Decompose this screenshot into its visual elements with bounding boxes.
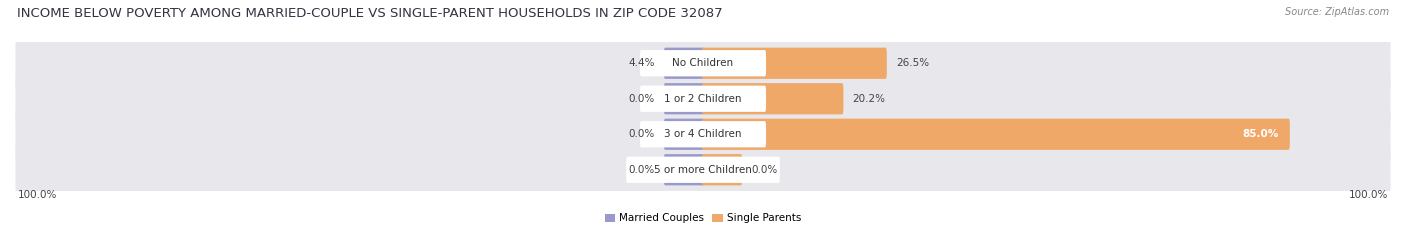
Text: 0.0%: 0.0% [751, 165, 778, 175]
Text: 85.0%: 85.0% [1241, 129, 1278, 139]
FancyBboxPatch shape [664, 83, 704, 114]
FancyBboxPatch shape [626, 157, 780, 183]
Text: 100.0%: 100.0% [17, 190, 56, 200]
Text: 26.5%: 26.5% [896, 58, 929, 68]
Text: 0.0%: 0.0% [628, 129, 655, 139]
FancyBboxPatch shape [640, 50, 766, 76]
FancyBboxPatch shape [664, 154, 704, 185]
Text: 20.2%: 20.2% [852, 94, 886, 104]
FancyBboxPatch shape [640, 121, 766, 147]
Text: 1 or 2 Children: 1 or 2 Children [664, 94, 742, 104]
Text: 0.0%: 0.0% [628, 165, 655, 175]
FancyBboxPatch shape [15, 142, 1391, 197]
FancyBboxPatch shape [15, 107, 1391, 162]
FancyBboxPatch shape [702, 154, 742, 185]
Text: 3 or 4 Children: 3 or 4 Children [664, 129, 742, 139]
FancyBboxPatch shape [15, 71, 1391, 126]
Text: 4.4%: 4.4% [628, 58, 655, 68]
Text: 100.0%: 100.0% [1350, 190, 1389, 200]
FancyBboxPatch shape [15, 36, 1391, 91]
FancyBboxPatch shape [702, 48, 887, 79]
Text: 5 or more Children: 5 or more Children [654, 165, 752, 175]
FancyBboxPatch shape [664, 48, 704, 79]
FancyBboxPatch shape [664, 119, 704, 150]
Text: INCOME BELOW POVERTY AMONG MARRIED-COUPLE VS SINGLE-PARENT HOUSEHOLDS IN ZIP COD: INCOME BELOW POVERTY AMONG MARRIED-COUPL… [17, 7, 723, 20]
FancyBboxPatch shape [702, 119, 1289, 150]
Text: Source: ZipAtlas.com: Source: ZipAtlas.com [1285, 7, 1389, 17]
FancyBboxPatch shape [702, 83, 844, 114]
FancyBboxPatch shape [640, 86, 766, 112]
Legend: Married Couples, Single Parents: Married Couples, Single Parents [600, 209, 806, 228]
Text: 0.0%: 0.0% [628, 94, 655, 104]
Text: No Children: No Children [672, 58, 734, 68]
